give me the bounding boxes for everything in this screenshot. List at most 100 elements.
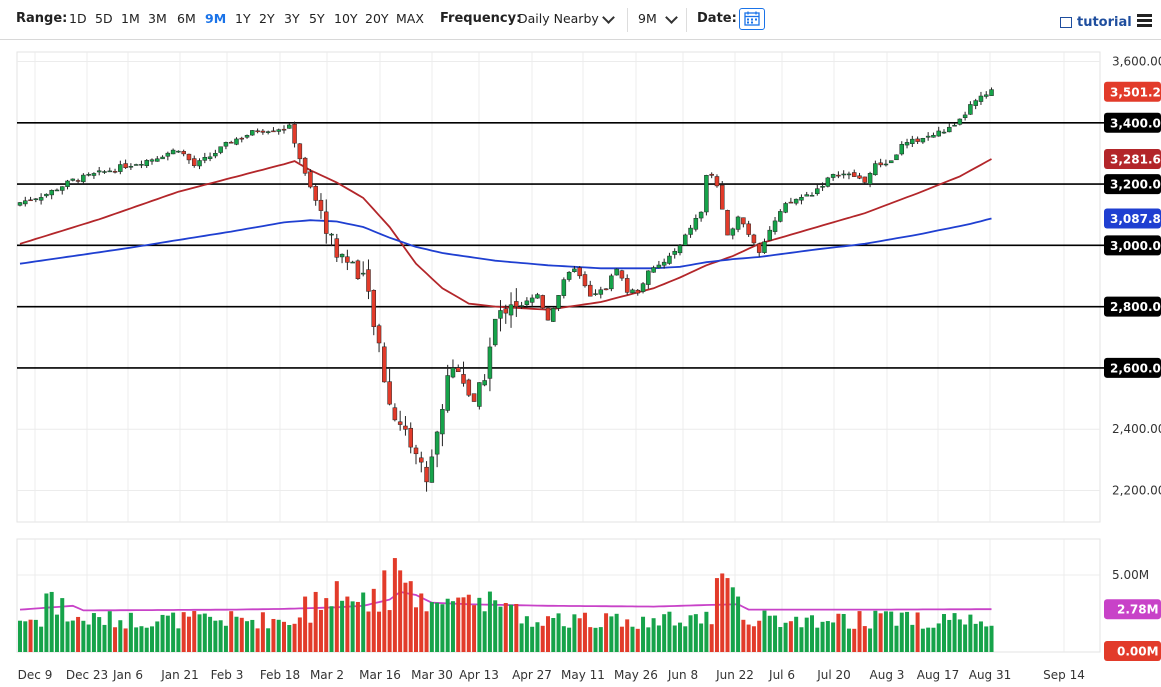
candle-body [609,275,614,290]
candle-body [387,381,392,405]
volume-bar [804,617,809,652]
volume-bar [667,611,672,652]
calendar-button[interactable] [739,8,765,30]
candle-body [276,129,281,132]
volume-bar [783,622,788,652]
candle-body [989,89,994,96]
avg-volume-badge-label: 2.78M [1117,603,1159,617]
level-badge [1104,357,1161,378]
range-button-5y[interactable]: 5Y [309,11,325,26]
candle-body [878,162,883,166]
candle-body [461,374,466,384]
candle-body [65,180,70,187]
volume-bar [699,623,704,652]
candle-body [603,288,609,291]
y-tick-label: 2,200.00 [1112,484,1161,498]
candle-body [250,130,255,136]
volume-bar [445,598,450,652]
volume-bar [883,611,888,652]
candle-body [683,234,688,246]
range-button-10y[interactable]: 10Y [334,11,358,26]
range-button-1m[interactable]: 1M [121,11,140,26]
candle-body [17,202,23,206]
sma-blue-line [19,217,992,270]
candle-body [661,261,667,266]
candle-body [556,295,561,309]
candle-body [228,141,234,144]
volume-bar [70,620,75,652]
range-button-9m[interactable]: 9M [205,11,227,26]
price-chart[interactable]: Dec 9 Dec 23 Jan 6 Jan 21 Feb 3 Feb 18 Mar 2 Ma… [0,40,1161,687]
volume-bar [730,587,735,652]
volume-bar [662,614,667,652]
candle-body [329,233,334,236]
volume-bar [551,618,556,652]
candle-body [96,170,102,173]
hamburger-menu-icon[interactable] [1137,14,1152,27]
tutorial-link[interactable]: tutorial [1077,15,1132,30]
candle-body [873,163,878,176]
volume-bar [276,619,281,652]
candle-body [176,150,181,153]
candle-body [730,228,736,236]
tutorial-film-icon[interactable] [1060,17,1072,28]
volume-bar [973,623,978,652]
period-dropdown[interactable]: 9M [638,11,657,26]
candle-body [978,95,984,102]
volume-bar [292,623,297,652]
candle-body [498,310,503,319]
volume-bar [868,628,873,652]
y-tick-label: 2,400.00 [1112,422,1161,436]
candle-body [239,137,245,140]
volume-bar [915,612,920,652]
candle-body [904,142,910,146]
moving-averages [19,158,992,612]
volume-bar [656,625,661,652]
range-button-3m[interactable]: 3M [148,11,167,26]
last-volume-badge-label: 0.00M [1117,645,1159,659]
toolbar-divider [627,8,628,32]
range-button-3y[interactable]: 3Y [284,11,300,26]
range-button-1d[interactable]: 1D [69,11,87,26]
volume-bar [23,621,28,652]
volume-bar [91,613,96,652]
candle-body [635,289,641,294]
range-button-max[interactable]: MAX [396,11,424,26]
candle-body [86,174,91,176]
x-tick-label: May 26 [614,668,658,682]
candle-body [429,456,435,483]
volume-bar [472,605,477,652]
candle-body [719,184,725,210]
candle-body [667,255,672,264]
volume-bar [282,621,286,652]
volume-bar [588,627,593,652]
volume-bar [767,615,772,652]
candle-body [915,138,920,142]
candle-body [440,409,445,435]
candle-body [820,186,825,188]
range-button-2y[interactable]: 2Y [259,11,275,26]
candle-body [70,178,76,181]
sma-blue-badge [1104,208,1161,229]
candle-body [598,289,604,295]
candle-body [191,158,197,166]
volume-bar [202,613,207,652]
frequency-chevron-down-icon[interactable] [602,11,615,24]
x-tick-label: Apr 13 [459,668,499,682]
range-button-6m[interactable]: 6M [177,11,196,26]
candle-body [360,272,366,275]
candle-body [704,175,709,213]
candle-body [772,220,778,232]
volume-bar [65,621,70,652]
volume-bar [609,616,614,652]
range-button-20y[interactable]: 20Y [365,11,389,26]
frequency-dropdown[interactable]: Daily Nearby [518,11,599,26]
range-button-5d[interactable]: 5D [95,11,113,26]
candle-body [81,174,86,183]
level-badge-label: 3,400.00 [1110,116,1161,130]
range-button-1y[interactable]: 1Y [235,11,251,26]
candle-body [434,431,440,455]
x-tick-label: Jul 20 [816,668,851,682]
period-chevron-down-icon[interactable] [665,11,678,24]
volume-bar [846,628,851,652]
